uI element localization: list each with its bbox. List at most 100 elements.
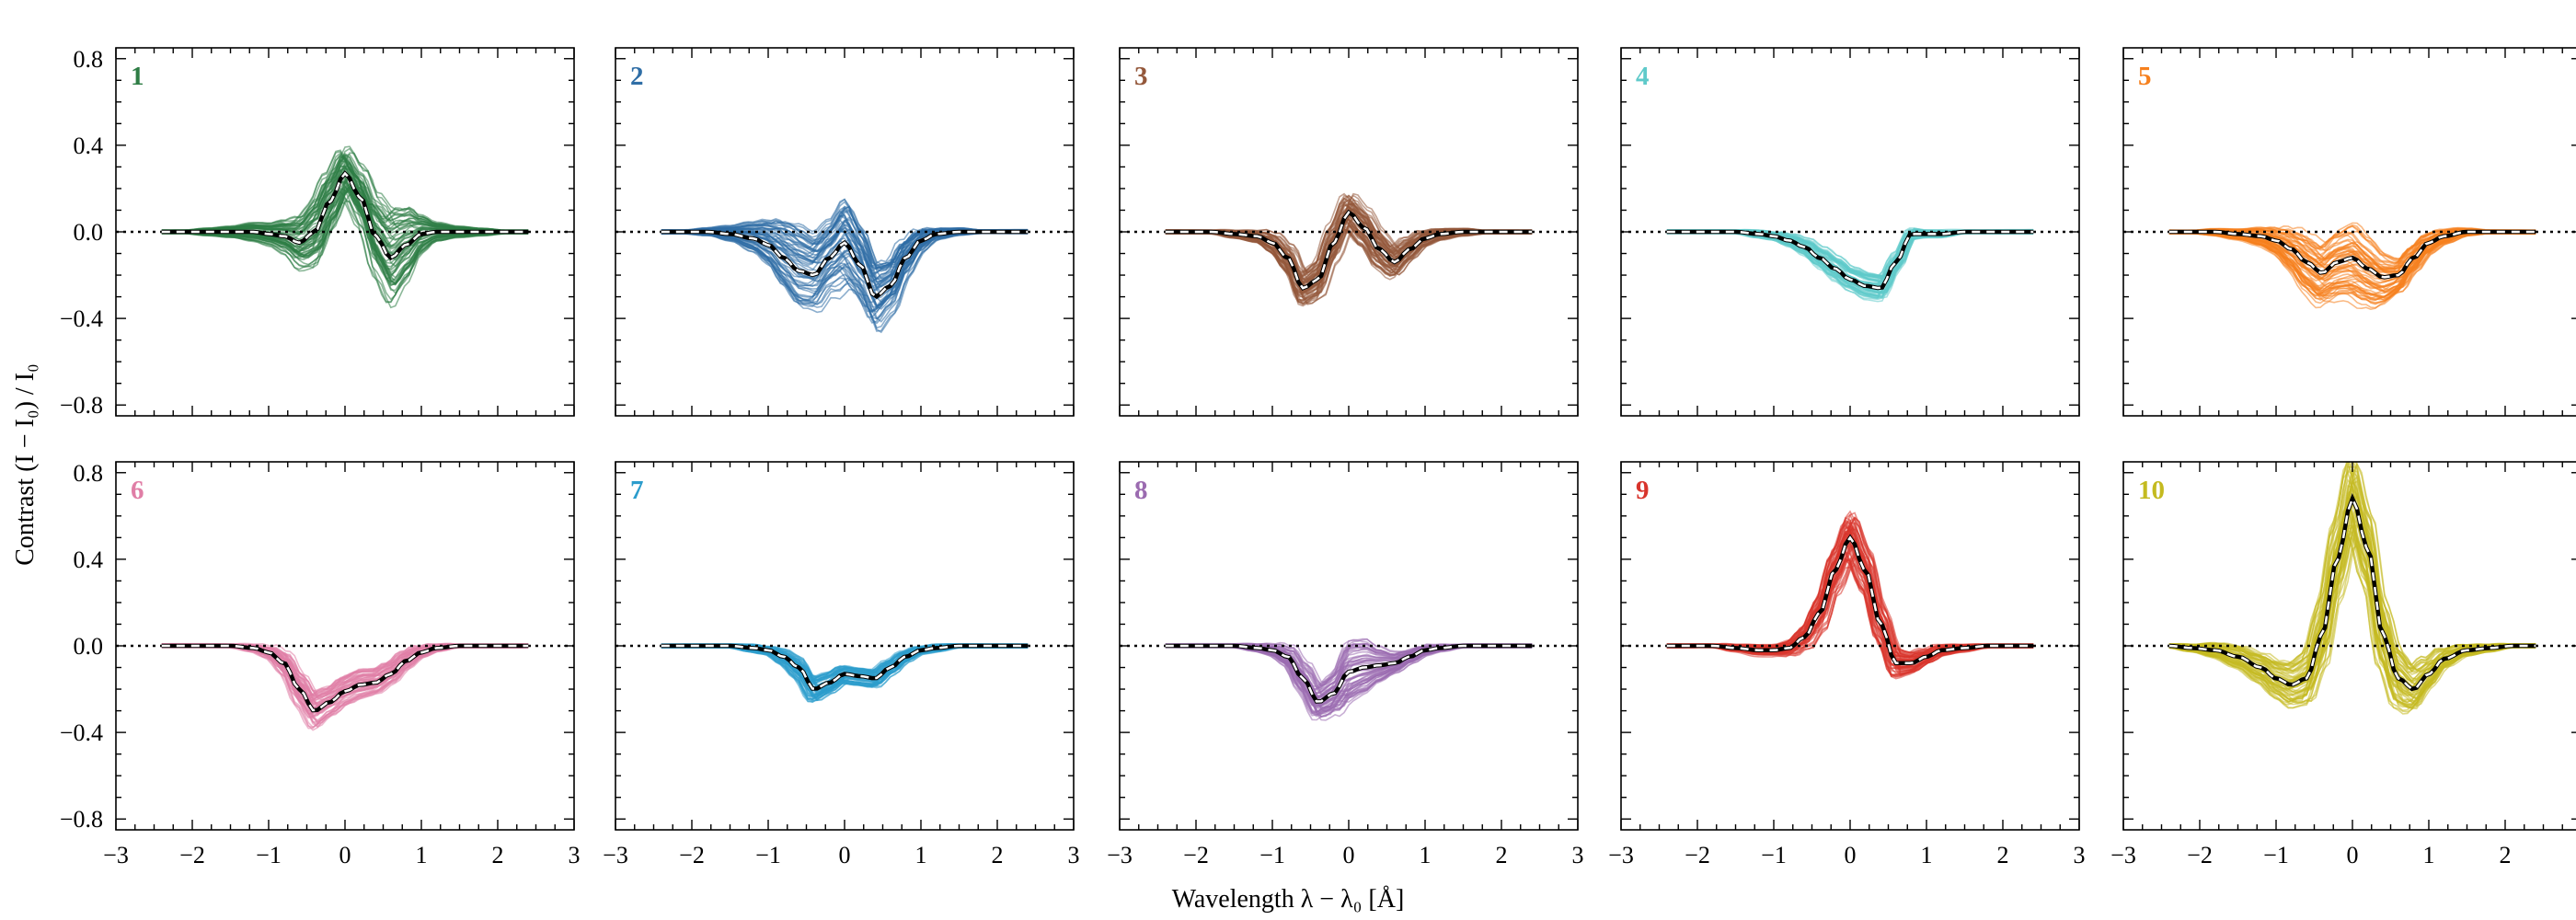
panel-label: 1: [131, 62, 144, 91]
profile-line: [161, 190, 529, 304]
profile-line: [1666, 510, 2034, 654]
panel-3: 3: [1119, 47, 1579, 417]
x-tick-label: 3: [1068, 842, 1080, 868]
panel-label: 2: [630, 62, 644, 91]
x-tick-label: 0: [1845, 842, 1857, 868]
profile-line: [1666, 555, 2034, 675]
x-tick-label: 0: [1343, 842, 1355, 868]
panel-2: 2: [615, 47, 1075, 417]
ticks: [615, 462, 1075, 830]
profile-line: [1666, 229, 2034, 283]
mean-profile: [161, 644, 529, 712]
mean-profile: [661, 230, 1029, 298]
profile-line: [161, 165, 529, 239]
profile-line: [1666, 230, 2034, 283]
plot-area-2: [615, 198, 1074, 334]
x-tick-label: −2: [179, 842, 205, 868]
plot-area-7: [615, 642, 1074, 704]
panel-grid: 0.80.40.0−0.4−0.81 2 3 4 50.80.40.0−0.4−0.8−…: [60, 46, 2576, 868]
y-tick-label: 0.0: [74, 219, 104, 246]
y-axis-label: Contrast (I − I₀) / I₀: [11, 363, 40, 566]
profile-line: [1165, 228, 1533, 305]
x-axis-label: Wavelength λ − λ₀ [Å]: [1172, 885, 1405, 914]
plot-area-9: [1621, 510, 2079, 680]
x-tick-label: 0: [839, 842, 851, 868]
ticks: [1620, 462, 2080, 830]
profile-line: [1165, 231, 1533, 307]
x-tick-label: −3: [2110, 842, 2136, 868]
ticks: [615, 48, 1075, 416]
panel-label: 8: [1134, 476, 1148, 505]
profile-line: [2168, 544, 2536, 710]
x-tick-label: 3: [2074, 842, 2086, 868]
x-tick-label: 0: [339, 842, 351, 868]
mean-profile: [1165, 644, 1533, 703]
x-tick-label: −2: [1183, 842, 1209, 868]
x-tick-label: 3: [569, 842, 581, 868]
profile-line: [1165, 229, 1533, 304]
ticks: [1620, 48, 2080, 416]
profile-line: [1666, 566, 2034, 680]
panel-label: 6: [131, 476, 144, 505]
plot-area-3: [1120, 192, 1578, 307]
profile-line: [661, 207, 1029, 269]
profile-line: [661, 232, 1029, 329]
x-tick-label: −2: [679, 842, 705, 868]
y-tick-label: 0.4: [74, 132, 104, 159]
mean-profile: [1165, 211, 1533, 290]
profile-line: [161, 152, 529, 232]
profile-line: [1666, 229, 2034, 283]
profile-line: [2168, 535, 2536, 713]
profile-line: [1666, 556, 2034, 676]
profile-line: [661, 232, 1029, 332]
y-tick-label: −0.4: [60, 719, 103, 746]
panel-label: 9: [1636, 476, 1650, 505]
x-tick-label: 1: [915, 842, 927, 868]
profile-line: [1666, 229, 2034, 283]
y-tick-label: −0.8: [60, 806, 103, 833]
profile-line: [1666, 558, 2034, 678]
profile-line: [1666, 558, 2034, 677]
panel-5: 5: [2122, 47, 2576, 417]
x-tick-label: 2: [2500, 842, 2512, 868]
plot-area-1: [116, 145, 574, 309]
mean-profile: [1666, 535, 2034, 665]
profile-line: [1666, 557, 2034, 674]
profile-line: [1666, 558, 2034, 675]
x-tick-label: −3: [103, 842, 129, 868]
panel-label: 7: [630, 476, 644, 505]
profile-line: [661, 232, 1029, 324]
profile-line: [161, 201, 529, 304]
panel-label: 10: [2138, 476, 2165, 505]
mean-profile: [661, 644, 1029, 690]
profile-line: [2168, 537, 2536, 707]
profile-line: [1666, 558, 2034, 676]
ticks: [1119, 48, 1579, 416]
x-tick-label: 3: [1572, 842, 1584, 868]
profile-line: [161, 197, 529, 301]
panel-label: 5: [2138, 62, 2152, 91]
profile-line: [1165, 230, 1533, 305]
profile-line: [2168, 537, 2536, 706]
mean-profile: [161, 171, 529, 259]
x-tick-label: −1: [2263, 842, 2289, 868]
ticks: [2122, 462, 2576, 830]
profile-line: [2168, 225, 2536, 261]
ticks: [1119, 462, 1579, 830]
profile-line: [161, 200, 529, 309]
profile-line: [161, 193, 529, 294]
panel-4: 4: [1620, 47, 2080, 417]
plot-area-4: [1621, 227, 2079, 303]
profile-line: [1666, 230, 2034, 283]
mean-profile: [2168, 495, 2536, 691]
x-tick-label: 2: [992, 842, 1004, 868]
x-tick-label: 1: [1921, 842, 1933, 868]
x-tick-label: −1: [256, 842, 282, 868]
x-tick-label: 2: [1496, 842, 1508, 868]
profile-line: [1666, 231, 2034, 294]
panel-label: 3: [1134, 62, 1148, 91]
profile-line: [2168, 468, 2536, 671]
profile-line: [161, 190, 529, 287]
panel-8: −3 −2 −1 0 1 2 3 8: [1107, 461, 1584, 868]
